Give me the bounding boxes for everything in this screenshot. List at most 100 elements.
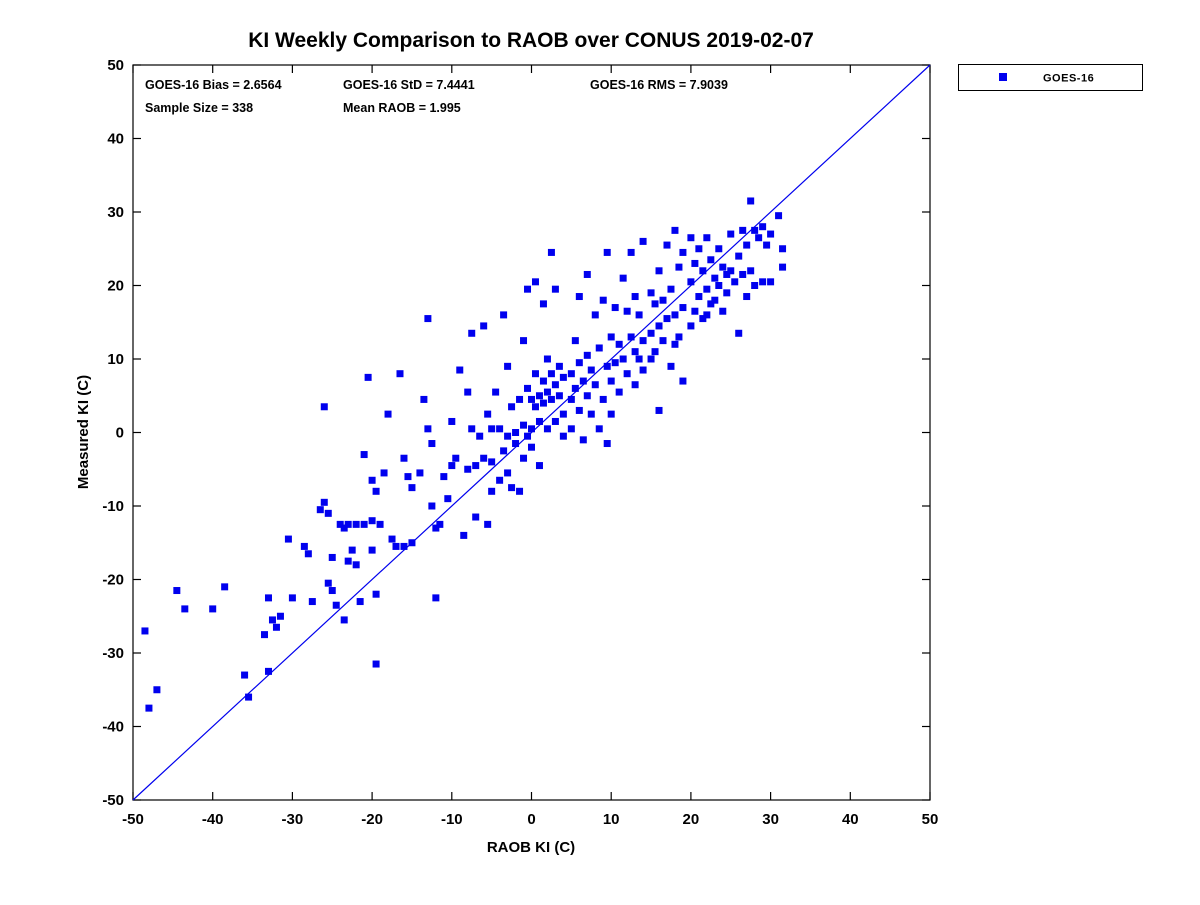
data-point — [547, 370, 555, 378]
data-point — [504, 469, 512, 477]
annotation-sample-size: Sample Size = 338 — [145, 101, 253, 115]
data-point — [679, 304, 687, 312]
data-point — [432, 524, 440, 532]
data-point — [551, 417, 559, 425]
data-point — [304, 550, 312, 558]
data-point — [408, 484, 416, 492]
data-point — [272, 623, 280, 631]
x-tick-label: 40 — [842, 811, 859, 828]
data-point — [719, 307, 727, 315]
data-point — [488, 425, 496, 433]
data-point — [723, 289, 731, 297]
data-point — [524, 285, 532, 293]
data-point — [488, 487, 496, 495]
data-point — [747, 197, 755, 205]
data-point — [324, 579, 332, 587]
data-point — [707, 300, 715, 308]
data-point — [372, 487, 380, 495]
data-point — [360, 451, 368, 459]
data-point — [703, 311, 711, 319]
data-point — [575, 359, 583, 367]
data-point — [508, 403, 516, 411]
data-point — [639, 366, 647, 374]
data-point — [448, 417, 456, 425]
data-point — [679, 377, 687, 385]
data-point — [464, 388, 472, 396]
data-point — [655, 406, 663, 414]
data-point — [631, 348, 639, 356]
y-tick-label: 20 — [107, 278, 124, 295]
data-point — [571, 337, 579, 345]
data-point — [436, 520, 444, 528]
data-point — [695, 245, 703, 253]
data-point — [508, 484, 516, 492]
data-point — [520, 337, 528, 345]
data-point — [428, 502, 436, 510]
data-point — [368, 546, 376, 554]
data-point — [424, 315, 432, 323]
data-point — [472, 462, 480, 470]
data-point — [707, 256, 715, 264]
x-tick-label: 10 — [603, 811, 620, 828]
data-point — [659, 296, 667, 304]
data-point — [631, 381, 639, 389]
data-point — [607, 410, 615, 418]
data-point — [396, 370, 404, 378]
data-point — [735, 329, 743, 337]
data-point — [520, 454, 528, 462]
data-point — [372, 660, 380, 668]
x-axis-label: RAOB KI (C) — [487, 839, 575, 856]
data-point — [500, 311, 508, 319]
data-point — [567, 395, 575, 403]
data-point — [276, 612, 284, 620]
data-point — [723, 270, 731, 278]
data-point — [444, 495, 452, 503]
data-point — [464, 465, 472, 473]
data-point — [619, 274, 627, 282]
data-point — [587, 366, 595, 374]
data-point — [635, 311, 643, 319]
data-point — [751, 282, 759, 289]
data-point — [767, 278, 775, 286]
annotation-rms: GOES-16 RMS = 7.9039 — [590, 78, 728, 92]
data-point — [535, 417, 543, 425]
data-point — [516, 487, 524, 495]
x-tick-label: -30 — [282, 811, 304, 828]
data-point — [368, 476, 376, 484]
data-point — [245, 693, 253, 701]
data-point — [420, 395, 428, 403]
data-point — [775, 212, 783, 220]
data-point — [755, 234, 763, 242]
x-tick-label: 50 — [922, 811, 939, 828]
data-point — [663, 315, 671, 323]
data-point — [543, 425, 551, 433]
data-point — [623, 370, 631, 378]
data-point — [468, 329, 476, 337]
data-point — [364, 373, 372, 381]
y-tick-label: -40 — [102, 719, 124, 736]
data-point — [579, 377, 587, 385]
scatter-points — [141, 197, 787, 712]
data-point — [404, 473, 412, 481]
data-point — [687, 278, 695, 286]
data-point — [472, 513, 480, 521]
data-point — [699, 267, 707, 275]
x-tick-label: -20 — [361, 811, 383, 828]
data-point — [567, 370, 575, 378]
data-point — [651, 300, 659, 308]
data-point — [324, 509, 332, 517]
data-point — [719, 263, 727, 271]
data-point — [559, 410, 567, 418]
data-point — [751, 226, 759, 234]
data-point — [739, 226, 747, 234]
data-point — [344, 557, 352, 565]
data-point — [145, 704, 153, 712]
data-point — [416, 469, 424, 477]
data-point — [639, 237, 647, 245]
data-point — [611, 304, 619, 312]
data-point — [368, 517, 376, 525]
data-point — [671, 226, 679, 234]
data-point — [392, 542, 400, 550]
data-point — [743, 241, 751, 249]
